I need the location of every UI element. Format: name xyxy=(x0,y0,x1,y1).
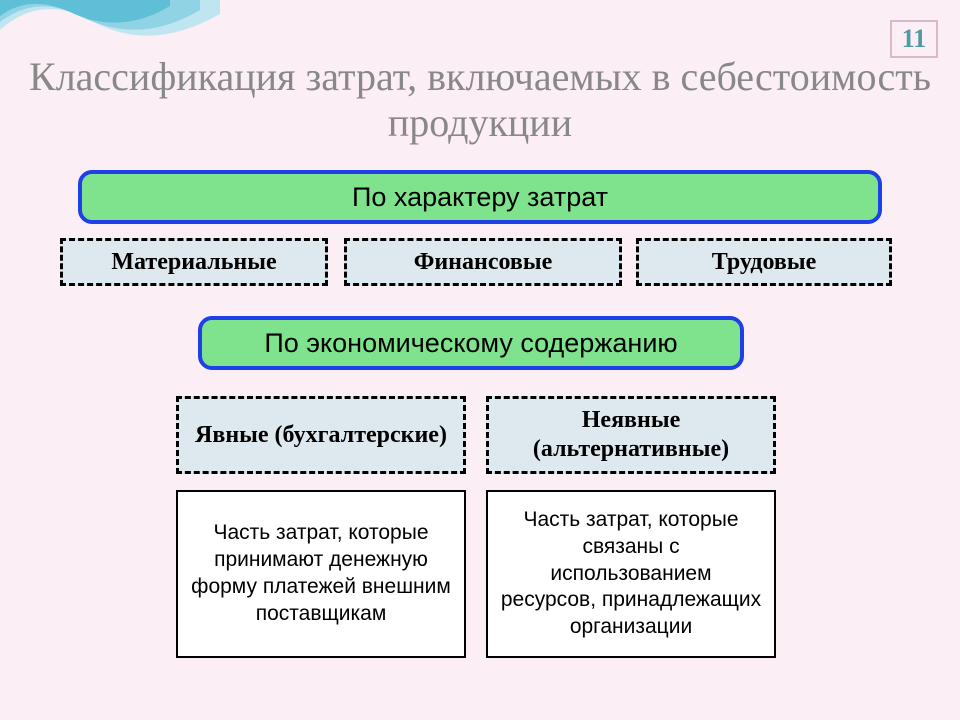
desc-explicit: Часть затрат, которые принимают денежную… xyxy=(176,490,466,658)
slide: 11 Классификация затрат, включаемых в се… xyxy=(0,0,960,720)
slide-title: Классификация затрат, включаемых в себес… xyxy=(0,54,960,146)
box-material: Материальные xyxy=(60,238,328,286)
heading-category-1: По характеру затрат xyxy=(78,170,882,224)
box-labor: Трудовые xyxy=(636,238,892,286)
heading-category-2: По экономическому содержанию xyxy=(198,316,744,370)
box-financial: Финансовые xyxy=(344,238,622,286)
box-explicit: Явные (бухгалтерские) xyxy=(176,396,466,474)
page-number: 11 xyxy=(902,24,927,54)
box-implicit: Неявные (альтернативные) xyxy=(486,396,776,474)
page-number-box: 11 xyxy=(890,20,938,58)
desc-implicit: Часть затрат, которые связаны с использо… xyxy=(486,490,776,658)
